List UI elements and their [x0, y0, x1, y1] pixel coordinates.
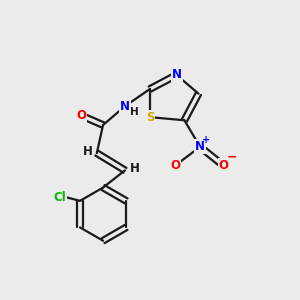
Text: O: O: [76, 109, 86, 122]
Text: H: H: [130, 107, 139, 117]
Text: N: N: [172, 68, 182, 81]
Text: O: O: [218, 159, 229, 172]
Text: S: S: [146, 111, 154, 124]
Text: −: −: [227, 150, 238, 164]
Text: N: N: [195, 140, 205, 153]
Text: H: H: [83, 145, 93, 158]
Text: H: H: [129, 162, 139, 175]
Text: Cl: Cl: [53, 190, 66, 204]
Text: N: N: [120, 100, 130, 113]
Text: O: O: [170, 159, 180, 172]
Text: +: +: [202, 135, 210, 145]
